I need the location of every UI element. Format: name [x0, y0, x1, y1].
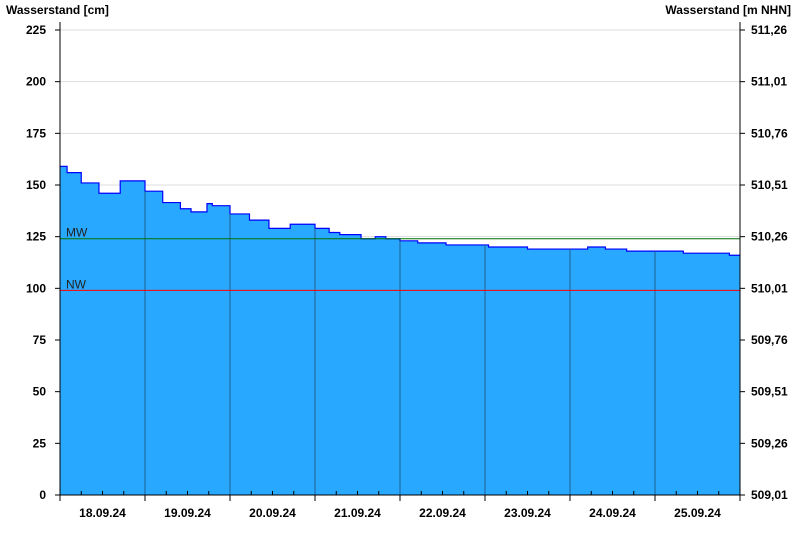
y-tick-label-left: 200 — [26, 75, 46, 89]
y-tick-label-left: 50 — [33, 385, 47, 399]
reference-label-nw: NW — [66, 277, 87, 291]
x-tick-label: 20.09.24 — [249, 506, 296, 520]
y-tick-label-right: 510,51 — [751, 178, 788, 192]
y-tick-label-right: 510,26 — [751, 230, 788, 244]
y-tick-label-left: 25 — [33, 436, 47, 450]
y-axis-left-label: Wasserstand [cm] — [6, 3, 109, 17]
y-tick-label-right: 509,76 — [751, 333, 788, 347]
reference-label-mw: MW — [66, 226, 88, 240]
y-tick-label-right: 510,76 — [751, 126, 788, 140]
y-tick-label-right: 509,26 — [751, 436, 788, 450]
x-tick-label: 22.09.24 — [419, 506, 466, 520]
y-tick-label-left: 100 — [26, 281, 46, 295]
y-tick-label-right: 511,01 — [751, 75, 787, 89]
x-tick-label: 19.09.24 — [164, 506, 211, 520]
y-tick-label-left: 125 — [26, 230, 46, 244]
x-tick-label: 23.09.24 — [504, 506, 551, 520]
y-tick-label-right: 509,51 — [751, 385, 788, 399]
y-tick-label-left: 0 — [39, 488, 46, 502]
x-tick-label: 25.09.24 — [674, 506, 721, 520]
y-tick-label-left: 75 — [33, 333, 47, 347]
y-tick-label-right: 511,26 — [751, 23, 787, 37]
y-axis-right-label: Wasserstand [m NHN] — [665, 3, 791, 17]
y-tick-label-left: 225 — [26, 23, 46, 37]
y-tick-label-right: 510,01 — [751, 281, 788, 295]
water-level-line — [60, 165, 740, 256]
y-tick-label-left: 175 — [26, 126, 46, 140]
y-tick-label-left: 150 — [26, 178, 46, 192]
x-tick-label: 18.09.24 — [79, 506, 126, 520]
x-tick-label: 24.09.24 — [589, 506, 636, 520]
y-tick-label-right: 509,01 — [751, 488, 788, 502]
x-tick-label: 21.09.24 — [334, 506, 381, 520]
